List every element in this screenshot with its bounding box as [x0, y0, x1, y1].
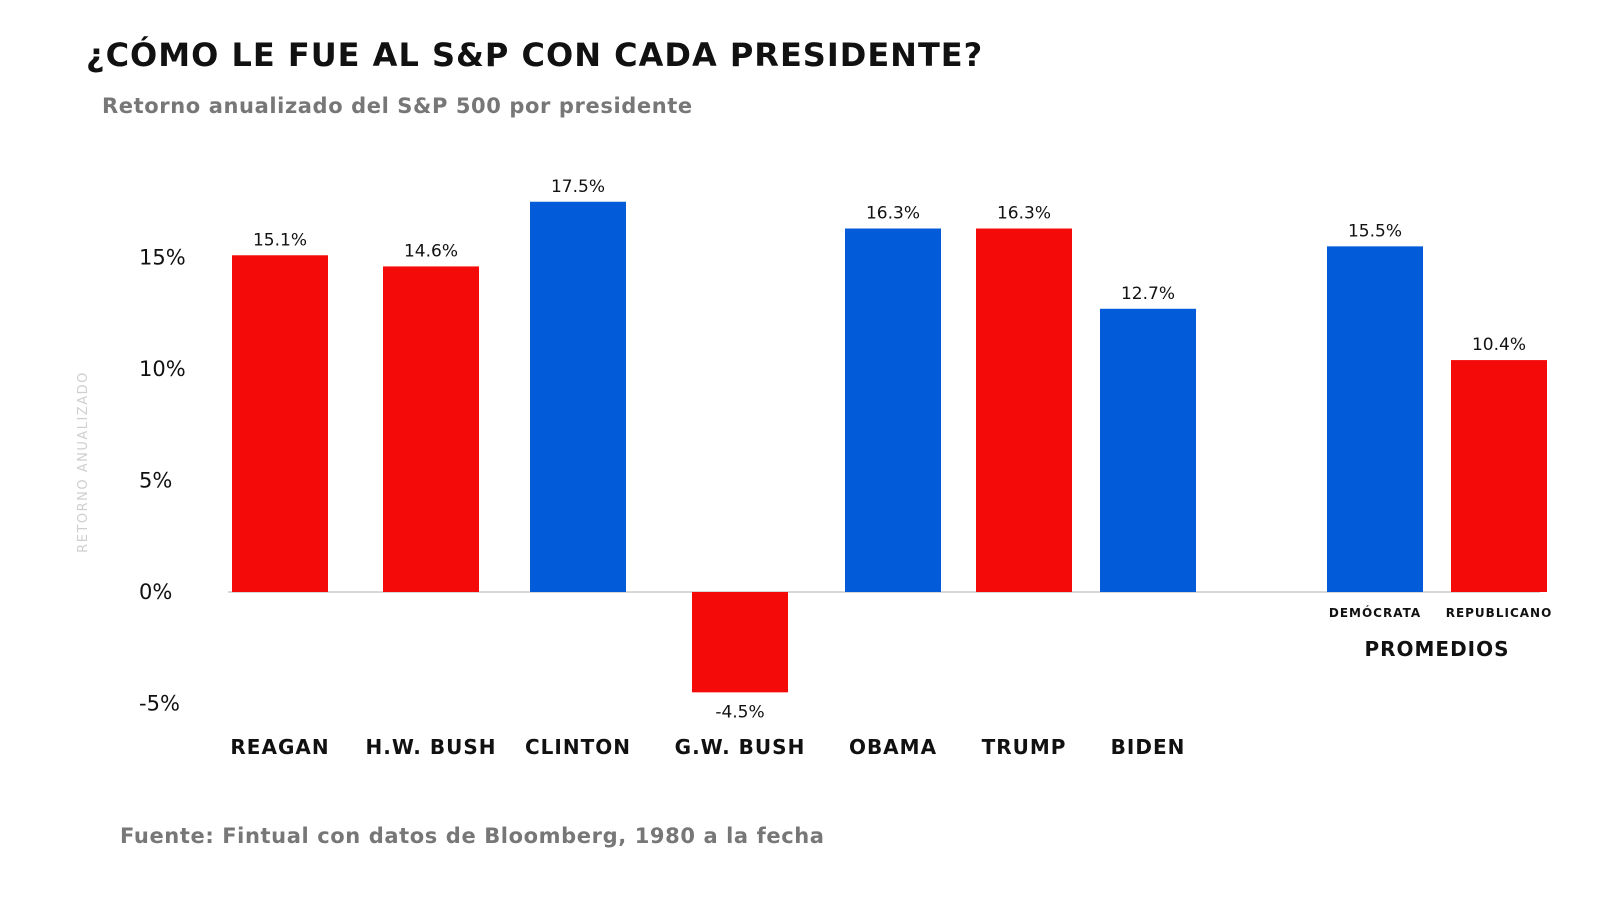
value-label: 14.6% — [404, 241, 458, 261]
y-axis-ticks: 15% 10% 5% 0% -5% — [139, 246, 186, 716]
category-label: OBAMA — [849, 735, 937, 759]
value-label: 16.3% — [866, 204, 920, 224]
category-label: CLINTON — [525, 735, 631, 759]
chart-title: ¿CÓMO LE FUE AL S&P CON CADA PRESIDENTE? — [86, 36, 984, 74]
value-label: 12.7% — [1121, 284, 1175, 304]
y-tick-label: 5% — [139, 469, 172, 493]
y-tick-label: -5% — [139, 692, 180, 716]
average-bar — [1327, 246, 1423, 592]
y-tick-label: 0% — [139, 580, 172, 604]
value-label: 16.3% — [997, 204, 1051, 224]
president-bar — [530, 201, 626, 592]
category-label: REAGAN — [230, 735, 329, 759]
average-bars: 15.5% DEMÓCRATA 10.4% REPUBLICANO — [1327, 221, 1553, 620]
president-bar — [232, 255, 328, 592]
president-bar — [976, 228, 1072, 592]
president-bar — [845, 228, 941, 592]
value-label: 15.1% — [253, 230, 307, 250]
president-bar — [1100, 308, 1196, 592]
value-label: 10.4% — [1472, 335, 1526, 355]
president-bar — [692, 592, 788, 693]
y-tick-label: 15% — [139, 246, 186, 270]
category-label: REPUBLICANO — [1446, 606, 1553, 620]
y-axis-label: RETORNO ANUALIZADO — [76, 371, 91, 553]
category-label: BIDEN — [1111, 735, 1186, 759]
y-tick-label: 10% — [139, 357, 186, 381]
value-label: -4.5% — [715, 702, 764, 722]
averages-group-label: PROMEDIOS — [1364, 637, 1509, 661]
category-label: DEMÓCRATA — [1329, 605, 1421, 620]
chart-subtitle: Retorno anualizado del S&P 500 por presi… — [102, 94, 693, 118]
value-label: 15.5% — [1348, 221, 1402, 241]
chart-source: Fuente: Fintual con datos de Bloomberg, … — [120, 824, 825, 848]
category-label: TRUMP — [982, 735, 1067, 759]
value-label: 17.5% — [551, 177, 605, 197]
average-bar — [1451, 360, 1547, 592]
category-label: G.W. BUSH — [675, 735, 806, 759]
president-bars: 15.1% REAGAN 14.6% H.W. BUSH 17.5% CLINTON -4.… — [230, 177, 1196, 759]
president-bar — [383, 266, 479, 592]
category-label: H.W. BUSH — [366, 735, 497, 759]
